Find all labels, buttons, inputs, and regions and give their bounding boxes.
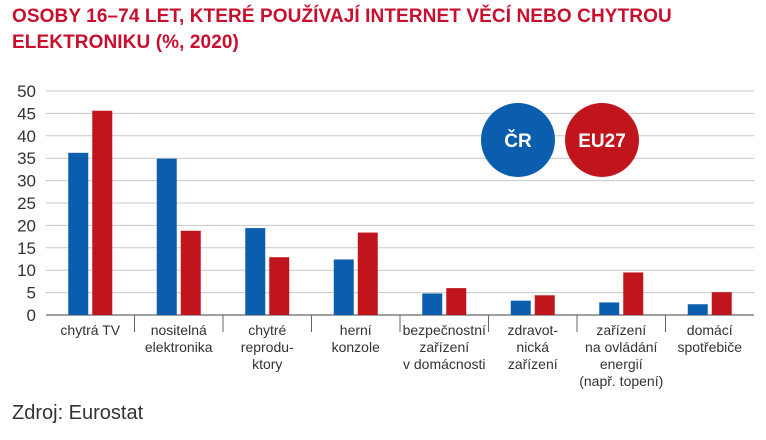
bar-eu27-8 <box>711 292 732 315</box>
y-tick-label: 5 <box>27 284 36 303</box>
x-tick-label: herní konzole <box>332 322 380 355</box>
bar-r-1 <box>68 152 89 315</box>
bar-r-3 <box>245 228 266 315</box>
bar-chart: 0 5 10 15 20 25 30 35 40 45 50 chytrá TV nositelná el… <box>17 82 754 389</box>
chart-title: OSOBY 16–74 LET, KTERÉ POUŽÍVAJÍ INTERNE… <box>12 4 752 56</box>
bar-r-5 <box>422 293 443 315</box>
y-tick-label: 40 <box>17 127 36 146</box>
source-note: Zdroj: Eurostat <box>12 402 144 424</box>
y-tick-label: 15 <box>17 239 36 258</box>
bar-r-6 <box>510 300 531 315</box>
y-tick-label: 10 <box>17 261 36 280</box>
bar-eu27-4 <box>357 232 378 315</box>
bar-eu27-2 <box>180 230 201 315</box>
y-tick-label: 50 <box>17 82 36 101</box>
chart-title-line-2: ELEKTRONIKU (%, 2020) <box>12 32 239 53</box>
x-tick-label: domácí spotřebiče <box>677 322 742 355</box>
x-tick-label: chytrá TV <box>60 322 120 338</box>
x-tick-label: bezpečnostní zařízení v domácnosti <box>403 322 486 372</box>
bar-eu27-7 <box>623 272 644 315</box>
x-tick-label: zařízení na ovládání energií (např. topení) <box>579 322 663 389</box>
y-tick-label: 0 <box>27 306 36 325</box>
x-tick-label: chytré reprodu-ktory <box>241 322 294 372</box>
legend-label: ČR <box>504 130 532 152</box>
y-tick-label: 20 <box>17 216 36 235</box>
y-tick-label: 25 <box>17 194 36 213</box>
y-tick-label: 45 <box>17 104 36 123</box>
legend-marker-r <box>481 103 555 177</box>
bar-r-8 <box>687 304 708 315</box>
bar-r-2 <box>156 158 177 315</box>
chart-title-line-1: OSOBY 16–74 LET, KTERÉ POUŽÍVAJÍ INTERNE… <box>12 6 672 27</box>
bar-eu27-6 <box>534 295 555 315</box>
legend-marker-eu27 <box>565 103 639 177</box>
bar-r-7 <box>599 302 620 315</box>
bar-eu27-3 <box>269 257 290 315</box>
x-tick-label: nositelná elektronika <box>145 322 213 355</box>
bar-eu27-1 <box>92 110 113 315</box>
y-tick-label: 35 <box>17 149 36 168</box>
bar-eu27-5 <box>446 288 467 315</box>
bar-r-4 <box>333 259 354 315</box>
x-tick-label: zdravot-nická zařízení <box>507 322 558 372</box>
legend-label: EU27 <box>578 131 626 152</box>
y-tick-label: 30 <box>17 172 36 191</box>
